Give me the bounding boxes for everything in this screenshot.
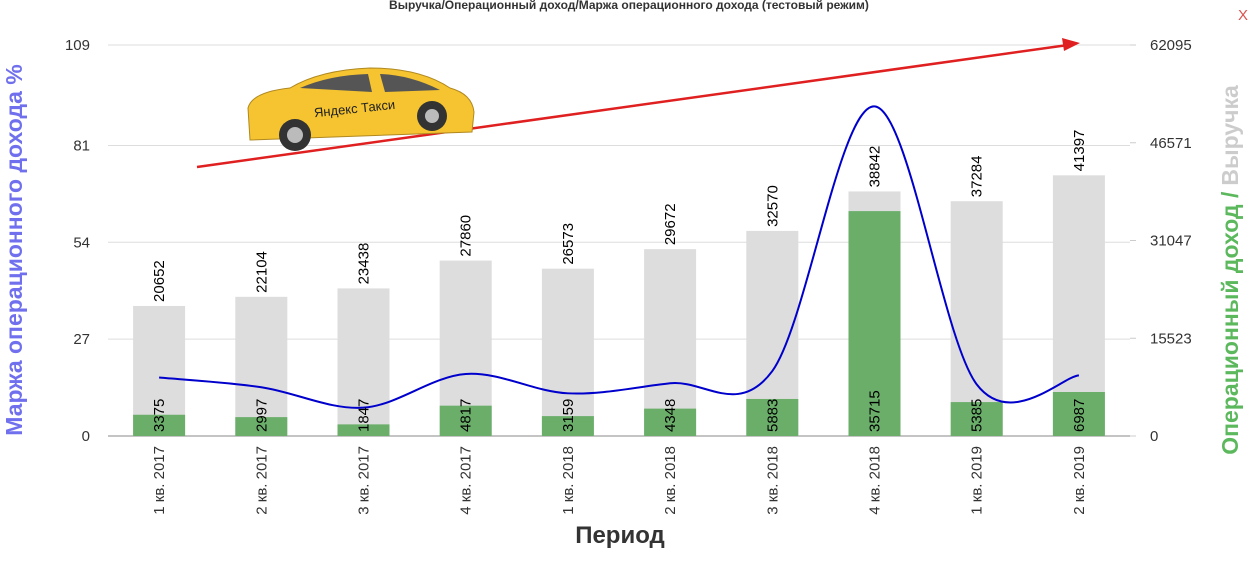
x-axis-label: Период <box>575 522 665 549</box>
data-label: 37284 <box>969 156 986 198</box>
bar <box>133 414 186 436</box>
x-tick-label: 2 кв. 2017 <box>253 446 270 515</box>
x-tick-label: 4 кв. 2018 <box>867 446 884 515</box>
data-label: 3375 <box>151 399 168 432</box>
plot-area: 0 27 54 81 109 0 15523 31047 46571 62095 1 кв. 201… <box>65 37 1192 515</box>
bar <box>848 211 901 436</box>
y2-tick-label: 0 <box>1150 428 1158 445</box>
data-label: 29672 <box>662 203 679 245</box>
data-label: 1847 <box>356 399 373 432</box>
y2-tick-label: 15523 <box>1150 330 1192 347</box>
data-label: 41397 <box>1071 130 1088 172</box>
trend-arrow <box>196 43 1069 169</box>
close-button[interactable]: X <box>1238 7 1248 24</box>
y2-axis-label: Операционный доход / Выручка <box>1217 85 1243 455</box>
bar <box>746 398 799 436</box>
data-label: 26573 <box>560 223 577 265</box>
data-label: 20652 <box>151 260 168 302</box>
data-label: 3159 <box>560 399 577 432</box>
decoration: Яндекс Такси <box>196 38 1080 169</box>
data-label: 5385 <box>969 399 986 432</box>
bar <box>337 288 390 436</box>
y-tick-label: 0 <box>82 428 90 445</box>
y2-label-income: Операционный доход / <box>1217 191 1243 455</box>
x-tick-label: 3 кв. 2018 <box>764 446 781 515</box>
bar <box>235 296 288 436</box>
data-label: 35715 <box>867 390 884 432</box>
bar <box>541 268 594 436</box>
x-tick-label: 4 кв. 2017 <box>458 446 475 515</box>
bar <box>1052 392 1105 436</box>
bar <box>541 416 594 436</box>
y2-tick-label: 62095 <box>1150 37 1192 54</box>
x-tick-label: 2 кв. 2018 <box>662 446 679 515</box>
arrow-head <box>1062 38 1080 51</box>
bar <box>235 417 288 436</box>
data-label: 4817 <box>458 399 475 432</box>
y2-tick-label: 31047 <box>1150 233 1192 250</box>
y-tick-label: 54 <box>73 234 90 251</box>
car-windows <box>300 74 440 92</box>
margin-line <box>159 105 1080 409</box>
data-label: 22104 <box>253 251 270 293</box>
data-label: 23438 <box>356 243 373 285</box>
chart-title: Выручка/Операционный доход/Маржа операци… <box>389 0 869 12</box>
x-tick-label: 1 кв. 2019 <box>969 446 986 515</box>
bar <box>950 201 1003 436</box>
data-label: 2997 <box>253 399 270 432</box>
data-label: 4348 <box>662 399 679 432</box>
data-label: 38842 <box>867 146 884 188</box>
data-label: 6987 <box>1071 399 1088 432</box>
bar <box>950 402 1003 436</box>
bar <box>337 424 390 436</box>
x-tick-label: 3 кв. 2017 <box>356 446 373 515</box>
car-hub <box>425 109 439 123</box>
y-tick-label: 81 <box>73 137 90 154</box>
taxi-car: Яндекс Такси <box>247 67 475 151</box>
bar <box>133 305 186 436</box>
x-tick-label: 1 кв. 2018 <box>560 446 577 515</box>
y-tick-label: 27 <box>73 331 90 348</box>
bar <box>644 408 697 436</box>
bar <box>644 249 697 436</box>
data-label: 32570 <box>764 185 781 227</box>
data-label: 5883 <box>764 399 781 432</box>
data-label: 27860 <box>458 215 475 257</box>
bar <box>439 405 492 436</box>
car-hub <box>287 127 303 143</box>
y-axis-label: Маржа операционного дохода % <box>1 64 27 435</box>
x-tick-label: 1 кв. 2017 <box>151 446 168 515</box>
x-tick-label: 2 кв. 2019 <box>1071 446 1088 515</box>
y2-label-revenue: Выручка <box>1217 85 1243 186</box>
y2-tick-label: 46571 <box>1150 135 1192 152</box>
y-tick-label: 109 <box>65 37 90 54</box>
